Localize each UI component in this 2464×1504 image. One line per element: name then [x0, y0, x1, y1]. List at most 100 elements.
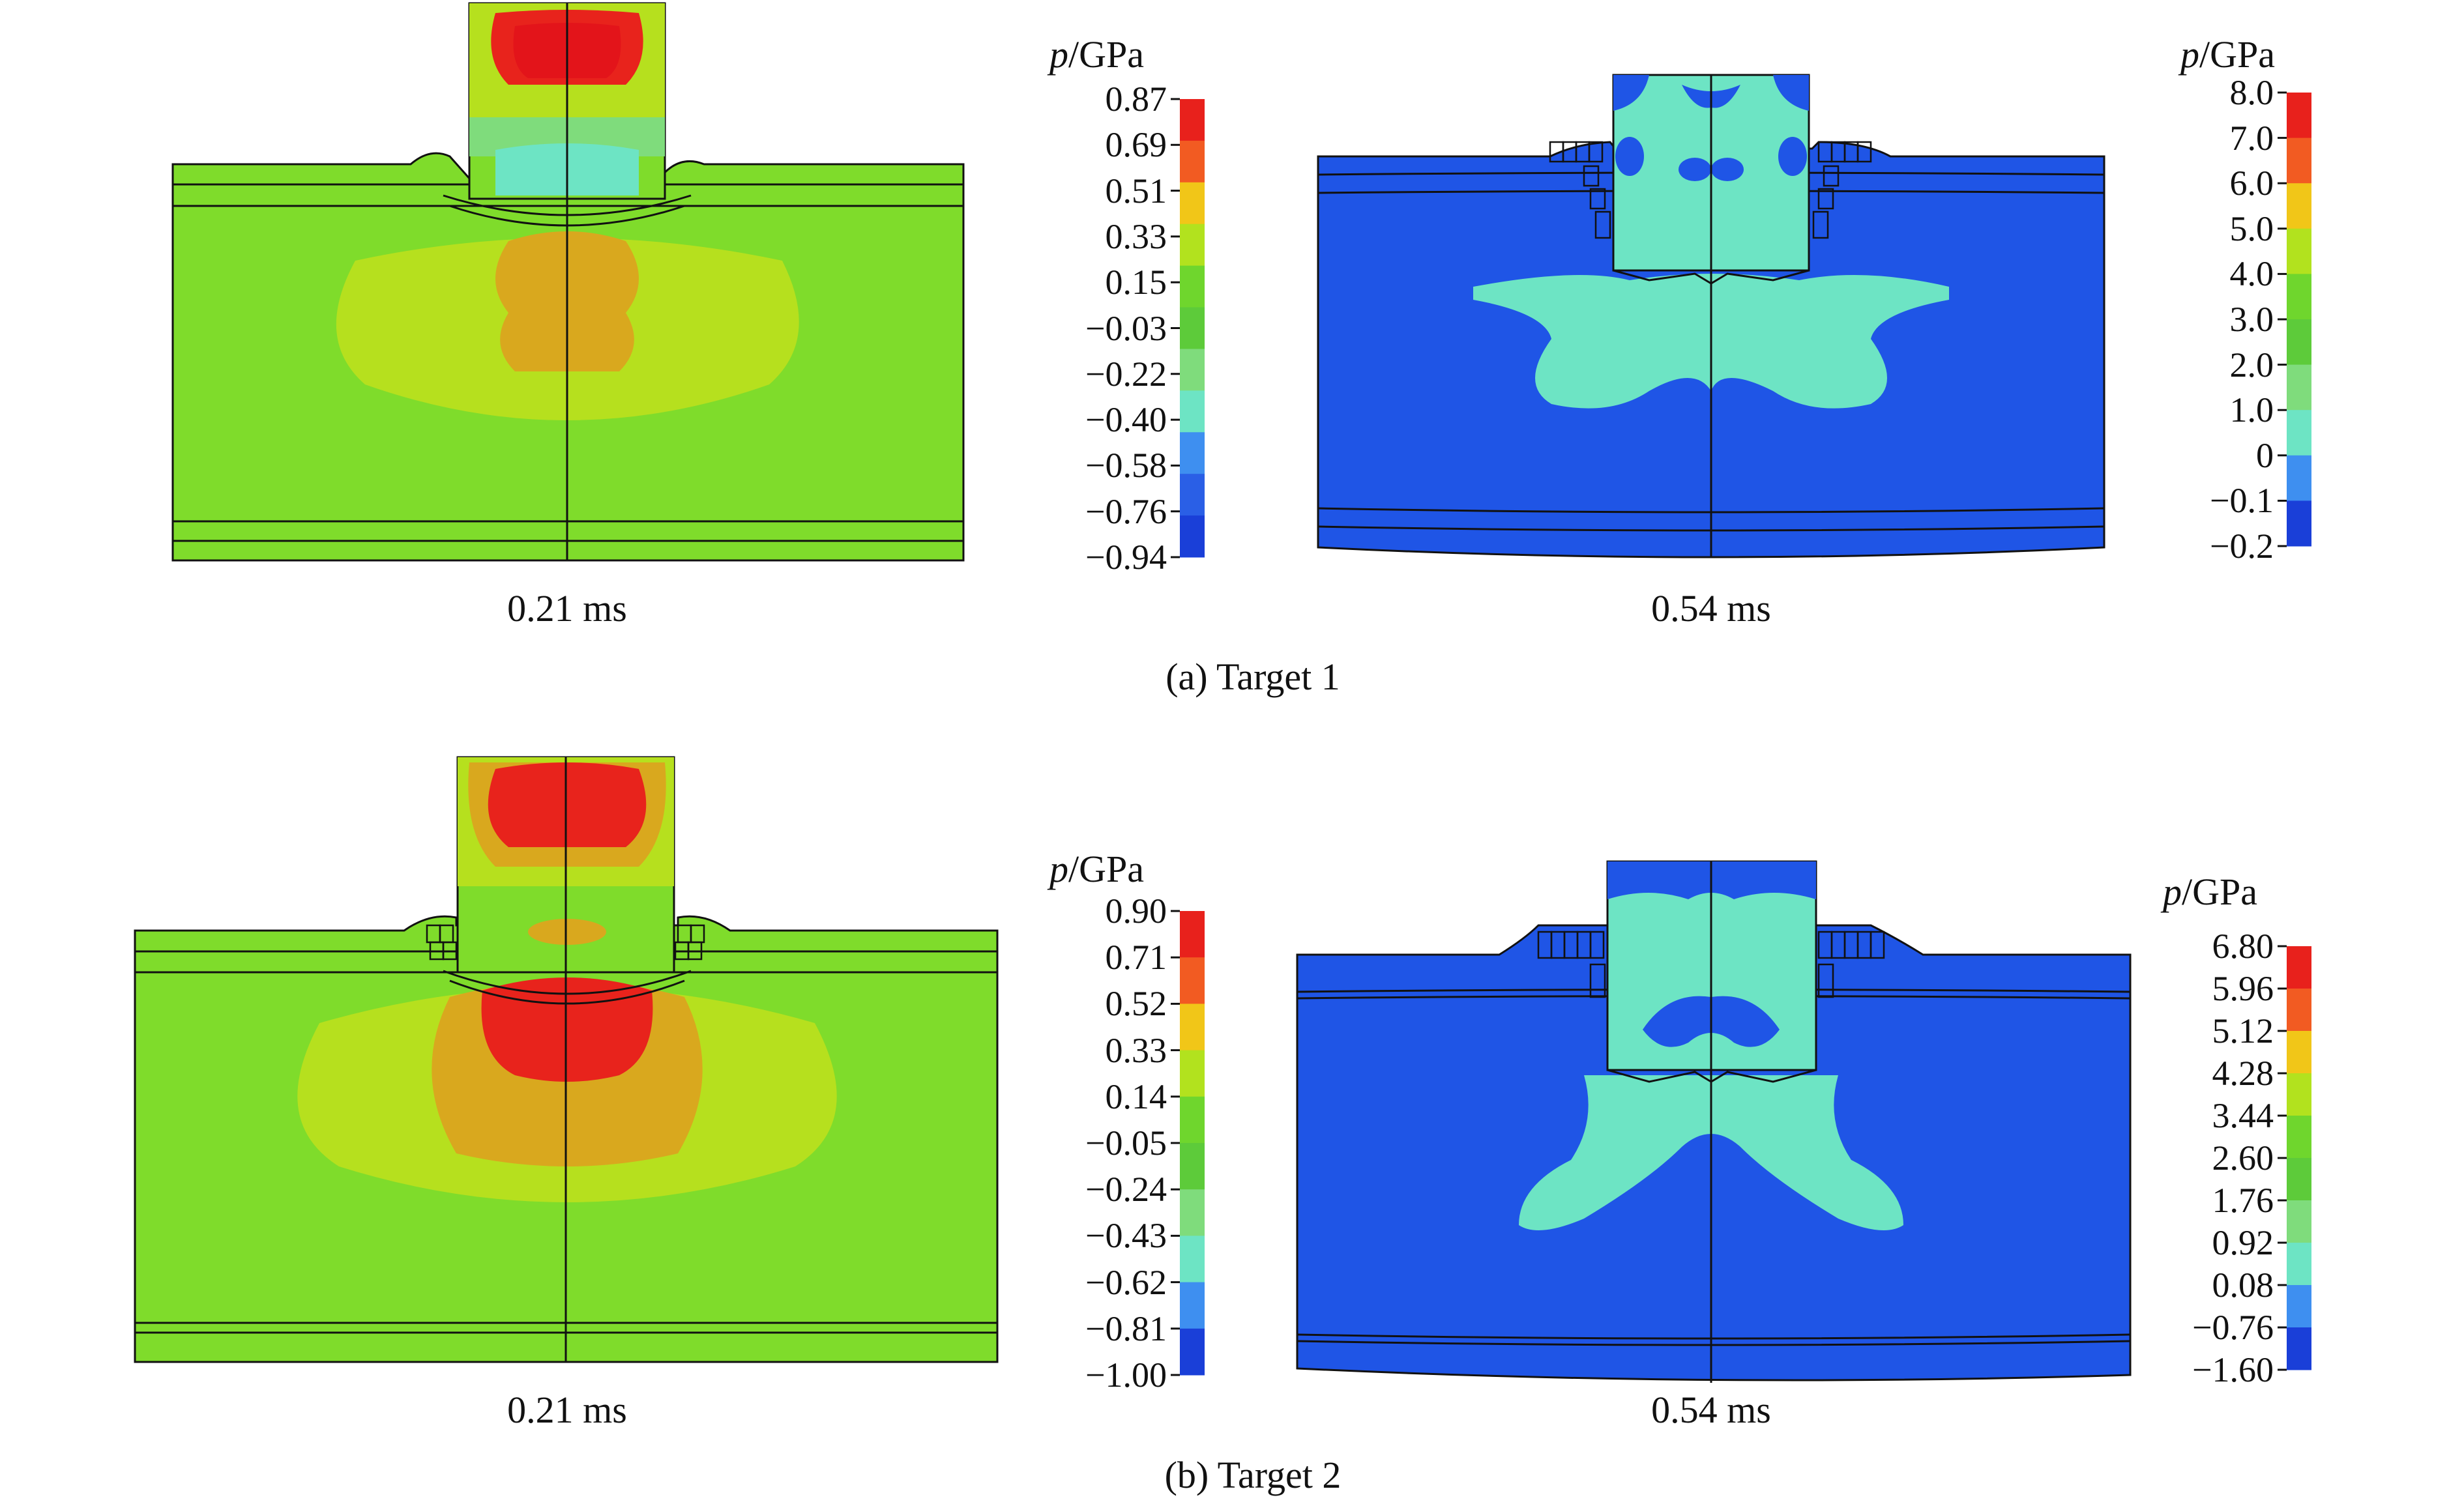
colorbar-segment: [1180, 1004, 1205, 1051]
colorbar-b2: [2278, 945, 2311, 1371]
target-plate: [1296, 924, 2132, 1381]
time-label-b1: 0.21 ms: [507, 1389, 627, 1431]
colorbar-tick-label: 0: [2256, 435, 2274, 475]
panel-caption-b: (b) Target 2: [1164, 1454, 1342, 1496]
time-label-b2: 0.54 ms: [1651, 1389, 1771, 1431]
colorbar-segment: [1180, 99, 1205, 141]
colorbar-segment: [2287, 410, 2311, 456]
colorbar-segment: [1180, 1189, 1205, 1236]
colorbar-tick-label: 8.0: [2229, 73, 2274, 112]
colorbar-tick-label: 0.33: [1105, 216, 1167, 256]
colorbar-tick-label: 0.92: [2212, 1223, 2274, 1262]
colorbar-segment: [1180, 911, 1205, 958]
colorbar-tick-label: 6.0: [2229, 164, 2274, 203]
colorbar-tick-label: −0.2: [2210, 527, 2274, 566]
colorbar-tick-label: 0.87: [1105, 80, 1167, 119]
legend-title-b1: p/GPa: [1049, 848, 1144, 890]
colorbar-tick-label: 5.96: [2212, 969, 2274, 1008]
colorbar-tick-label: 6.80: [2212, 927, 2274, 966]
colorbar-segment: [2287, 1285, 2311, 1328]
colorbar-tick-label: −0.81: [1085, 1309, 1167, 1348]
colorbar-tick-label: −0.40: [1085, 400, 1167, 440]
time-label-a1: 0.21 ms: [507, 587, 627, 629]
colorbar-tick-label: 0.15: [1105, 263, 1167, 302]
legend-title-a1: p/GPa: [1049, 33, 1144, 76]
colorbar-segment: [2287, 455, 2311, 501]
colorbar-tick-label: −0.05: [1085, 1123, 1167, 1163]
colorbar-segment: [2287, 500, 2311, 547]
colorbar-tick-label: 0.52: [1105, 984, 1167, 1024]
colorbar-segment: [1180, 1236, 1205, 1283]
colorbar-segment: [1180, 474, 1205, 516]
time-label-a2: 0.54 ms: [1651, 587, 1771, 629]
colorbar-segment: [2287, 989, 2311, 1032]
colorbar-segment: [1180, 349, 1205, 391]
colorbar-segment: [1180, 265, 1205, 308]
colorbar-segment: [1180, 390, 1205, 433]
stress-region: [1519, 1075, 1903, 1230]
colorbar-segment: [2287, 183, 2311, 229]
colorbar-tick-label: 1.0: [2229, 390, 2274, 430]
colorbar-tick-label: 0.69: [1105, 125, 1167, 165]
plot-a1: [171, 2, 965, 562]
colorbar-tick-label: −0.62: [1085, 1262, 1167, 1302]
colorbar-tick-label: 0.33: [1105, 1030, 1167, 1070]
legend-title-a2: p/GPa: [2180, 33, 2275, 76]
colorbar-segment: [1180, 224, 1205, 267]
colorbar-tick-label: −0.43: [1085, 1216, 1167, 1256]
colorbar-tick-label: 3.0: [2229, 300, 2274, 339]
colorbar-tick-label: 5.12: [2212, 1011, 2274, 1050]
colorbar-tick-label: −0.94: [1085, 538, 1167, 577]
colorbar-a2: [2278, 91, 2311, 547]
colorbar-tick-label: 0.90: [1105, 891, 1167, 931]
colorbar-segment: [2287, 1200, 2311, 1243]
colorbar-tick-label: 0.14: [1105, 1077, 1167, 1116]
colorbar-segment: [2287, 1031, 2311, 1074]
colorbar-segment: [1180, 1328, 1205, 1376]
plot-a2: [1317, 74, 2105, 558]
colorbar-segment: [1180, 1050, 1205, 1097]
colorbar-tick-label: −0.58: [1085, 446, 1167, 485]
colorbar-segment: [2287, 1243, 2311, 1286]
colorbar-tick-label: −1.60: [2192, 1350, 2274, 1389]
colorbar-tick-label: 2.60: [2212, 1138, 2274, 1178]
colorbar-tick-label: 4.0: [2229, 254, 2274, 294]
colorbar-tick-label: 2.0: [2229, 345, 2274, 384]
colorbar-segment: [1180, 182, 1205, 225]
colorbar-tick-label: 5.0: [2229, 209, 2274, 248]
colorbar-tick-label: 3.44: [2212, 1096, 2274, 1135]
colorbar-segment: [2287, 319, 2311, 366]
colorbar-segment: [2287, 137, 2311, 184]
colorbar-tick-label: 1.76: [2212, 1181, 2274, 1220]
plot-b1: [134, 756, 999, 1363]
colorbar-segment: [1180, 1096, 1205, 1144]
colorbar-tick-label: 4.28: [2212, 1054, 2274, 1093]
colorbar-segment: [2287, 946, 2311, 989]
colorbar-tick-label: 0.71: [1105, 938, 1167, 977]
colorbar-segment: [2287, 364, 2311, 411]
colorbar-tick-label: −0.24: [1085, 1170, 1167, 1209]
plot-b2: [1296, 860, 2132, 1383]
colorbar-segment: [1180, 1282, 1205, 1329]
colorbar-segment: [1180, 432, 1205, 474]
colorbar-tick-label: −1.00: [1085, 1355, 1167, 1395]
colorbar-segment: [1180, 140, 1205, 183]
panel-caption-a: (a) Target 1: [1166, 656, 1340, 698]
colorbar-tick-label: −0.03: [1085, 308, 1167, 348]
colorbar-tick-label: −0.22: [1085, 354, 1167, 394]
colorbar-tick-label: 0.51: [1105, 171, 1167, 210]
colorbar-tick-label: −0.1: [2210, 481, 2274, 521]
colorbar-segment: [2287, 1327, 2311, 1370]
colorbar-tick-label: 7.0: [2229, 118, 2274, 158]
colorbar-segment: [2287, 274, 2311, 320]
colorbar-segment: [2287, 1116, 2311, 1159]
legend-title-b2: p/GPa: [2163, 871, 2257, 913]
colorbar-tick-label: −0.76: [1085, 491, 1167, 531]
colorbar-segment: [1180, 515, 1205, 558]
colorbar-tick-label: 0.08: [2212, 1265, 2274, 1305]
colorbar-segment: [1180, 957, 1205, 1004]
colorbar-segment: [2287, 1073, 2311, 1116]
colorbar-b1: [1171, 910, 1205, 1376]
